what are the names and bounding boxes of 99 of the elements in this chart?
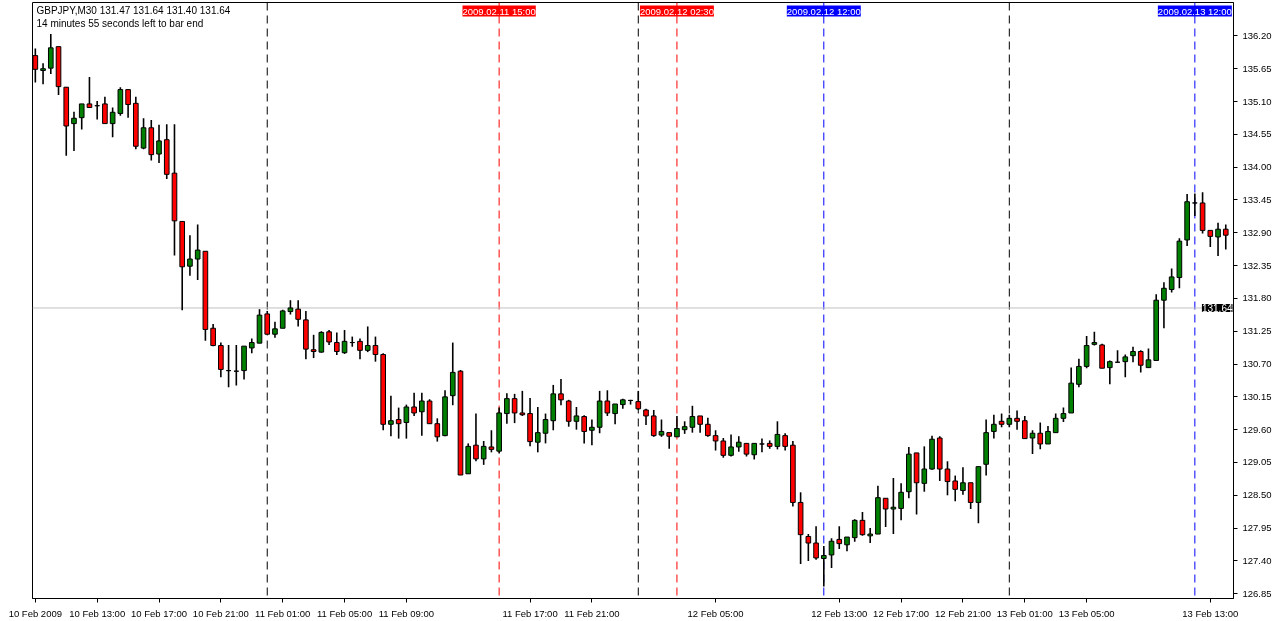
candlestick: [218, 341, 224, 378]
candlestick: [511, 393, 518, 424]
y-tick-label: 128.50: [1242, 489, 1272, 501]
y-tick-label: 132.35: [1242, 259, 1272, 271]
candlestick: [991, 413, 997, 440]
candlestick: [612, 403, 618, 426]
x-tick-label: 11 Feb 21:00: [564, 607, 620, 619]
y-tick-label: 135.10: [1242, 95, 1272, 107]
candlestick: [705, 416, 711, 438]
candlestick: [728, 433, 734, 458]
candlestick: [1037, 421, 1044, 451]
y-tick-label: 136.20: [1242, 29, 1272, 41]
x-tick-label: 12 Feb 21:00: [934, 607, 991, 619]
candlestick: [71, 110, 77, 152]
x-tick-label: 12 Feb 05:00: [687, 607, 744, 619]
x-tick-label: 10 Feb 13:00: [69, 607, 126, 619]
candlestick: [712, 429, 719, 452]
candlestick: [1021, 415, 1028, 440]
candlestick: [820, 545, 827, 588]
candlestick: [581, 414, 587, 445]
candlestick: [434, 417, 441, 443]
candlestick: [558, 378, 564, 406]
x-tick-label: 10 Feb 21:00: [192, 607, 249, 619]
candlestick: [1222, 223, 1229, 251]
candlestick: [1083, 335, 1090, 370]
candlestick: [419, 391, 425, 437]
candlestick: [449, 341, 456, 406]
candlestick: [650, 409, 657, 438]
x-tick-label: 11 Feb 17:00: [502, 607, 558, 619]
candlestick: [47, 33, 54, 75]
candlestick: [295, 299, 301, 328]
candlestick: [867, 527, 873, 544]
x-tick-label: 11 Feb 01:00: [255, 607, 311, 619]
x-tick-label: 12 Feb 13:00: [811, 607, 868, 619]
candlestick: [813, 525, 819, 561]
candlestick: [1076, 357, 1082, 389]
x-tick-label: 11 Feb 09:00: [378, 607, 435, 619]
candlestick: [720, 437, 727, 459]
candlestick: [952, 474, 959, 503]
ref-line-label: 2009.02.13 12:00: [1157, 5, 1232, 17]
candlestick: [534, 406, 541, 454]
ref-line-label: 2009.02.12 02:30: [639, 5, 714, 17]
candlestick: [357, 337, 363, 361]
candlestick: [898, 482, 904, 522]
candlestick: [40, 62, 46, 86]
candlestick: [1107, 359, 1113, 386]
candlestick: [341, 329, 348, 355]
candlestick: [1215, 221, 1221, 257]
y-tick-label: 134.00: [1242, 161, 1272, 173]
y-tick-label: 127.95: [1242, 522, 1272, 534]
y-tick-label: 135.65: [1242, 62, 1272, 74]
y-tick-label: 127.40: [1242, 554, 1272, 566]
y-tick-label: 134.55: [1242, 128, 1272, 140]
candlestick: [426, 398, 433, 425]
candlestick: [504, 392, 510, 425]
y-tick-label: 130.70: [1242, 358, 1272, 370]
y-tick-label: 129.60: [1242, 423, 1272, 435]
y-tick-label: 131.80: [1242, 292, 1272, 304]
ref-line-label: 2009.02.11 15:00: [462, 5, 536, 17]
ref-line-label: 131.64: [1201, 302, 1233, 314]
candlestick: [1122, 353, 1129, 378]
x-tick-label: 11 Feb 05:00: [316, 607, 373, 619]
candlestick: [156, 124, 162, 164]
candlestick: [411, 391, 417, 417]
candlestick: [542, 412, 549, 445]
y-tick-label: 130.15: [1242, 390, 1272, 402]
x-tick-label: 13 Feb 13:00: [1182, 607, 1239, 619]
candlestick: [674, 415, 680, 438]
y-tick-label: 126.85: [1242, 587, 1272, 599]
y-tick-label: 129.05: [1242, 456, 1272, 468]
y-tick-label: 131.25: [1242, 325, 1272, 337]
candlestick: [388, 394, 394, 438]
candlestick: [519, 390, 526, 417]
candlestick: [1052, 412, 1059, 434]
candlestick: [1029, 429, 1036, 455]
x-tick-label: 12 Feb 17:00: [873, 607, 930, 619]
x-tick-label: 13 Feb 05:00: [1058, 607, 1115, 619]
candlestick: [1161, 281, 1167, 330]
candlestick: [944, 460, 951, 497]
candlestick: [805, 533, 812, 562]
candlestick: [333, 331, 340, 356]
candlestick: [1014, 409, 1020, 431]
candlestick: [589, 418, 595, 446]
y-tick-label: 132.90: [1242, 226, 1272, 238]
candlestick: [689, 405, 696, 434]
chart-title: GBPJPY,M30 131.47 131.64 131.40 131.64: [36, 4, 231, 16]
x-tick-label: 13 Feb 01:00: [996, 607, 1053, 619]
ref-line-label: 2009.02.12 12:00: [786, 5, 861, 17]
candlestick: [960, 466, 966, 496]
annotation: 14 minutes 55 seconds left to bar end: [36, 17, 204, 29]
x-tick-label: 10 Feb 17:00: [131, 607, 188, 619]
x-tick-label: 10 Feb 2009: [8, 607, 63, 619]
candlestick: [666, 431, 673, 450]
candlestick: [187, 234, 193, 277]
candlestick: [102, 95, 108, 125]
candlestick: [1099, 342, 1105, 370]
candlestick: [473, 412, 479, 463]
candlestick: [125, 88, 131, 119]
y-tick-label: 133.45: [1242, 193, 1272, 205]
